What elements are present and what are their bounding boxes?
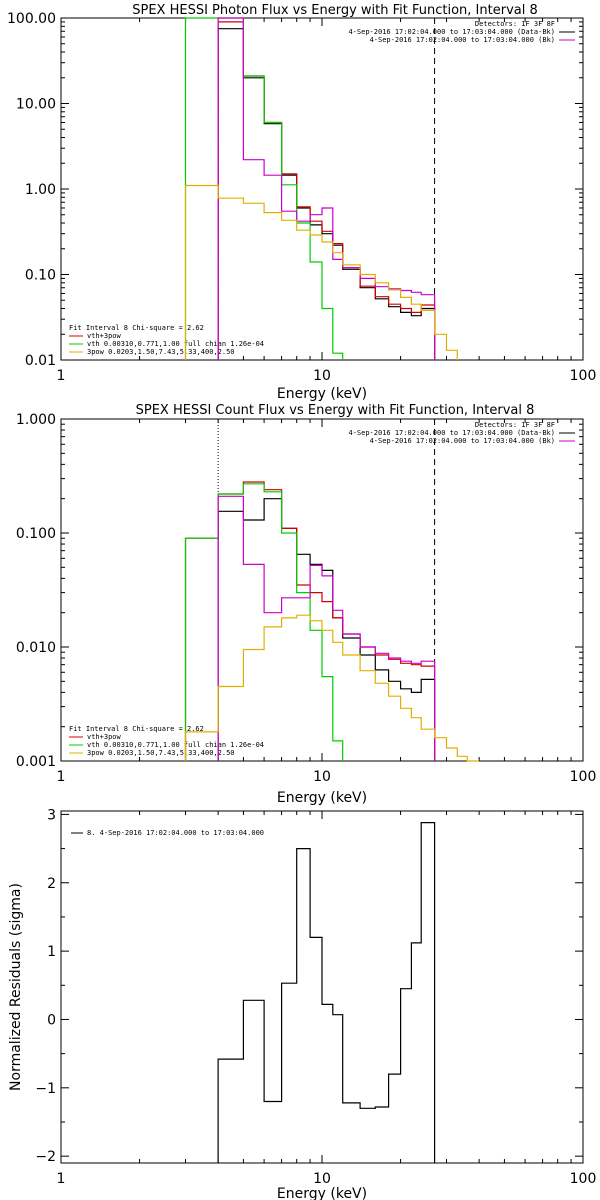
- legend-bottom-entry: vth+3pow: [87, 733, 122, 741]
- x-axis-label: Energy (keV): [277, 1186, 367, 1200]
- series-green-line: [184, 17, 344, 360]
- legend-bottom-entry: Fit Interval 8 Chi-square = 2.62: [69, 725, 204, 733]
- panel-title: SPEX HESSI Count Flux vs Energy with Fit…: [136, 403, 535, 418]
- legend-bottom: Fit Interval 8 Chi-square = 2.62vth+3pow…: [69, 725, 264, 757]
- legend-bottom-entry: 3pow 0.0203,1.50,7.43,5.33,400,2.50: [87, 348, 235, 356]
- x-axis-label: Energy (keV): [277, 386, 367, 402]
- y-tick-label: 1.00: [25, 182, 56, 198]
- y-tick-label: 0.10: [25, 268, 56, 284]
- series-red-line: [217, 21, 436, 360]
- x-tick-label: 1: [57, 769, 66, 785]
- x-tick-label: 100: [570, 769, 597, 785]
- x-tick-label: 10: [313, 769, 331, 785]
- x-tick-label: 1: [57, 368, 66, 384]
- y-tick-label: 10.00: [16, 97, 56, 113]
- legend-top-entry: 4-Sep-2016 17:02:04.000 to 17:03:04.000 …: [348, 28, 555, 36]
- legend-entry: 8. 4-Sep-2016 17:02:04.000 to 17:03:04.0…: [87, 829, 264, 837]
- count-flux-panel: SPEX HESSI Count Flux vs Energy with Fit…: [16, 403, 596, 806]
- y-tick-label: 3: [47, 807, 56, 823]
- legend-bottom-entry: Fit Interval 8 Chi-square = 2.62: [69, 324, 204, 332]
- photon-flux-panel: SPEX HESSI Photon Flux vs Energy with Fi…: [7, 3, 596, 402]
- x-tick-label: 10: [313, 1171, 331, 1187]
- y-tick-label: 100.00: [7, 11, 56, 27]
- residuals-panel: Energy (keV) Normalized Residuals (sigma…: [8, 807, 596, 1200]
- y-tick-label: −2: [35, 1149, 56, 1165]
- legend-top-entry: Detectors: 1F 3F 8F: [475, 20, 555, 28]
- x-tick-label: 100: [570, 368, 597, 384]
- legend-bottom-entry: vth 0.00310,0.771,1.00 full chian 1.26e-…: [87, 741, 264, 749]
- legend: 8. 4-Sep-2016 17:02:04.000 to 17:03:04.0…: [71, 829, 264, 837]
- series-black-line: [217, 822, 436, 1163]
- y-tick-label: 0: [47, 1012, 56, 1028]
- series-magenta-line: [217, 495, 436, 761]
- series-magenta-line: [217, 17, 436, 360]
- legend-top: Detectors: 1F 3F 8F4-Sep-2016 17:02:04.0…: [348, 421, 575, 445]
- legend-bottom-entry: 3pow 0.0203,1.50,7.43,5.33,400,2.50: [87, 749, 235, 757]
- x-tick-label: 10: [313, 368, 331, 384]
- legend-bottom: Fit Interval 8 Chi-square = 2.62vth+3pow…: [69, 324, 264, 356]
- x-axis-label: Energy (keV): [277, 790, 367, 806]
- legend-bottom-entry: vth+3pow: [87, 332, 122, 340]
- y-axis-label: Normalized Residuals (sigma): [8, 883, 24, 1091]
- y-tick-label: 0.001: [16, 754, 56, 770]
- legend-top-entry: 4-Sep-2016 17:02:04.000 to 17:03:04.000 …: [370, 437, 555, 445]
- y-tick-label: 1.000: [16, 412, 56, 428]
- legend-top: Detectors: 1F 3F 8F4-Sep-2016 17:02:04.0…: [348, 20, 575, 44]
- y-tick-label: 2: [47, 876, 56, 892]
- plot-frame: [60, 418, 584, 762]
- series-yellow-line: [184, 184, 458, 360]
- y-tick-label: 0.100: [16, 526, 56, 542]
- legend-top-entry: 4-Sep-2016 17:02:04.000 to 17:03:04.000 …: [348, 429, 555, 437]
- y-tick-label: 0.010: [16, 640, 56, 656]
- legend-top-entry: 4-Sep-2016 17:02:04.000 to 17:03:04.000 …: [370, 36, 555, 44]
- y-tick-label: 0.01: [25, 353, 56, 369]
- series-yellow-line: [184, 614, 480, 762]
- x-tick-label: 100: [570, 1171, 597, 1187]
- panel-title: SPEX HESSI Photon Flux vs Energy with Fi…: [132, 3, 538, 18]
- series-black-line: [217, 28, 436, 360]
- y-tick-label: 1: [47, 944, 56, 960]
- y-tick-label: −1: [35, 1081, 56, 1097]
- series-green-line: [184, 483, 344, 761]
- x-tick-label: 1: [57, 1171, 66, 1187]
- legend-bottom-entry: vth 0.00310,0.771,1.00 full chian 1.26e-…: [87, 340, 264, 348]
- legend-top-entry: Detectors: 1F 3F 8F: [475, 421, 555, 429]
